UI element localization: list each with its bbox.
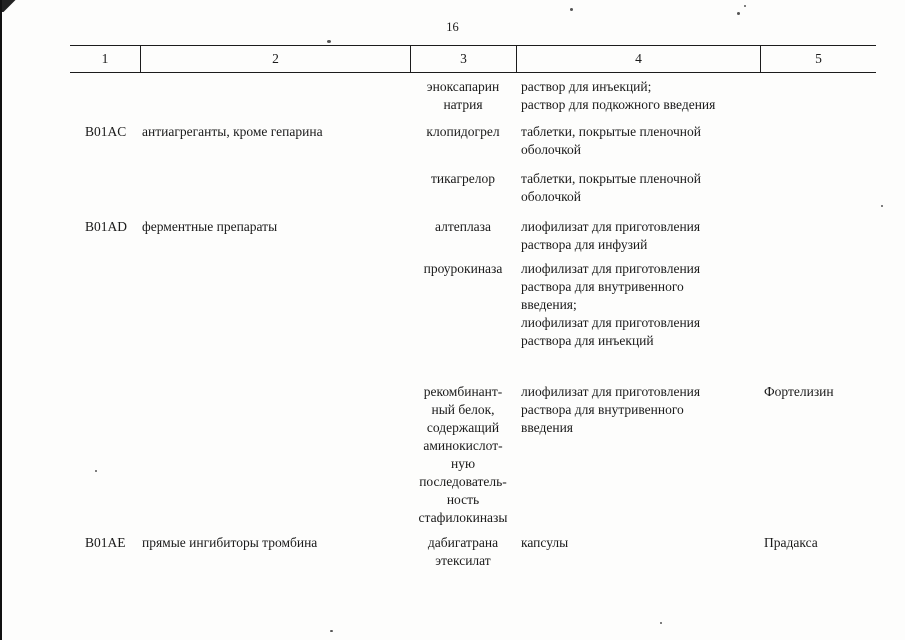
scan-speck (570, 8, 573, 11)
drug-registry-table: 1 2 3 4 5 эноксапарин натрия раствор для… (70, 45, 876, 570)
cell-dosage-form: лиофилизат для приготовления раствора дл… (521, 219, 701, 252)
cell-drug-name: клопидогрел (426, 124, 500, 139)
table-row: проурокиназа лиофилизат для приготовлени… (70, 260, 876, 350)
cell-dosage-form: раствор для инъекций; раствор для подкож… (521, 79, 716, 112)
column-header-1: 1 (101, 51, 109, 66)
cell-brand (760, 78, 876, 114)
column-header-2: 2 (140, 46, 410, 72)
scan-speck (881, 205, 883, 207)
cell-atc-code (70, 170, 140, 206)
table-row: эноксапарин натрия раствор для инъекций;… (70, 78, 876, 114)
scan-speck (330, 630, 333, 632)
scan-speck (744, 5, 746, 7)
cell-group (140, 170, 410, 206)
cell-drug-name: алтеплаза (434, 219, 492, 234)
cell-group (140, 383, 410, 527)
cell-drug-name: дабигатрана этексилат (427, 535, 499, 568)
table-header-row: 1 2 3 4 5 (70, 45, 876, 73)
cell-atc-code: B01AC (85, 124, 127, 139)
cell-atc-code (70, 260, 140, 350)
cell-drug-name: тикагрелор (431, 171, 495, 186)
scan-speck (327, 40, 331, 43)
cell-atc-code: B01AD (85, 219, 128, 234)
cell-brand: Прадакса (764, 535, 818, 550)
cell-brand (760, 170, 876, 206)
cell-brand (760, 260, 876, 350)
cell-dosage-form: таблетки, покрытые пленочной оболочкой (521, 124, 702, 157)
cell-drug-name: эноксапарин натрия (426, 79, 500, 112)
cell-atc-code: B01AE (85, 535, 126, 550)
cell-drug-name: рекомбинант- ный белок, содержащий амино… (418, 384, 508, 525)
cell-dosage-form: таблетки, покрытые пленочной оболочкой (521, 171, 702, 204)
cell-dosage-form: капсулы (521, 535, 569, 550)
table-row: B01AD ферментные препараты алтеплаза лио… (70, 218, 876, 254)
table-body: эноксапарин натрия раствор для инъекций;… (70, 78, 876, 570)
cell-dosage-form: лиофилизат для приготовления раствора дл… (521, 261, 701, 348)
cell-drug-name: проурокиназа (423, 261, 503, 276)
cell-group (140, 78, 410, 114)
scan-speck (660, 622, 662, 624)
cell-group (140, 260, 410, 350)
cell-group: ферментные препараты (142, 219, 278, 234)
column-header-4: 4 (516, 46, 760, 72)
table-row: тикагрелор таблетки, покрытые пленочной … (70, 170, 876, 206)
cell-brand (760, 123, 876, 159)
scan-artifact-corner (2, 0, 28, 12)
scan-speck (95, 470, 97, 472)
cell-atc-code (70, 78, 140, 114)
column-header-3: 3 (410, 46, 516, 72)
cell-group: прямые ингибиторы тромбина (142, 535, 318, 550)
cell-brand (760, 218, 876, 254)
page-number: 16 (446, 20, 459, 34)
table-row: рекомбинант- ный белок, содержащий амино… (70, 383, 876, 527)
table-row: B01AC антиагреганты, кроме гепарина клоп… (70, 123, 876, 159)
table-row: B01AE прямые ингибиторы тромбина дабигат… (70, 534, 876, 570)
scan-speck (737, 12, 740, 15)
cell-group: антиагреганты, кроме гепарина (142, 124, 323, 139)
cell-brand: Фортелизин (764, 384, 834, 399)
column-header-5: 5 (760, 46, 876, 72)
cell-atc-code (70, 383, 140, 527)
cell-dosage-form: лиофилизат для приготовления раствора дл… (521, 384, 701, 435)
scan-artifact-left-edge (0, 0, 2, 640)
